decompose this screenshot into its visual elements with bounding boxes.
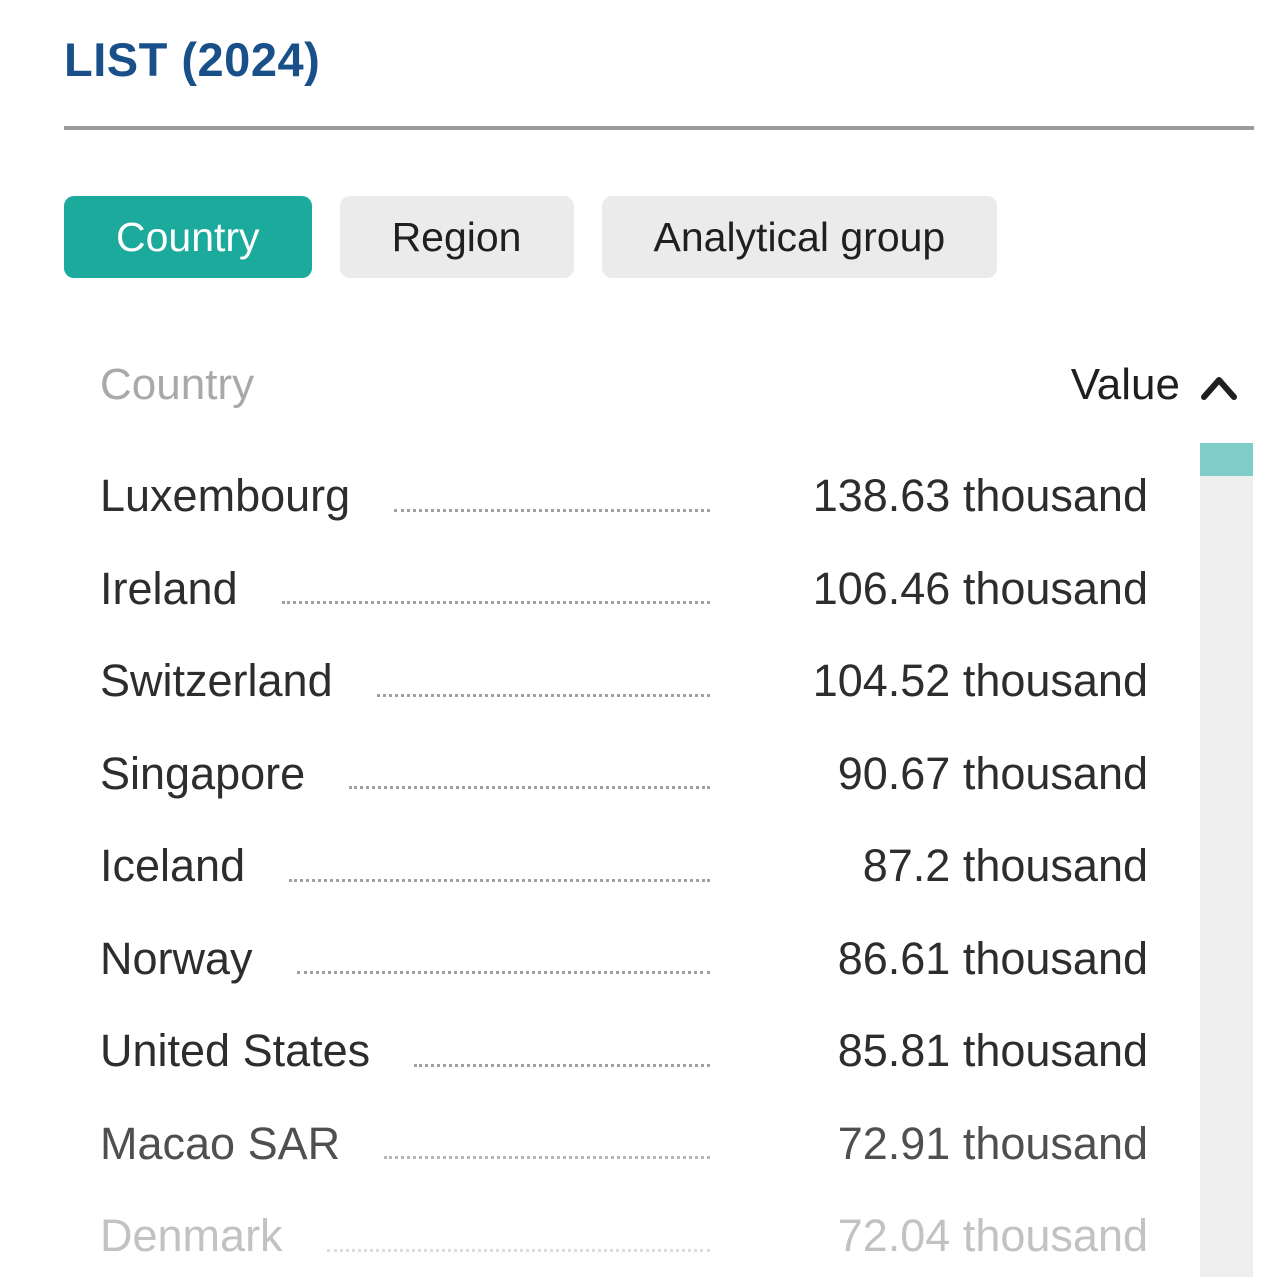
leader-line [326,1248,710,1252]
list-item[interactable]: Denmark 72.04 thousand [100,1190,1148,1283]
list-item[interactable]: Luxembourg 138.63 thousand [100,450,1148,543]
leader-line [296,971,710,975]
list-scrollbar-track[interactable] [1200,443,1253,1277]
page-title: LIST (2024) [64,33,321,86]
tab-country[interactable]: Country [64,196,312,278]
country-value: 90.67 thousand [837,747,1148,799]
country-name: Macao SAR [100,1117,341,1169]
list-header: Country Value [64,358,1254,412]
list-item[interactable]: Norway 86.61 thousand [100,913,1148,1006]
country-name: Singapore [100,747,306,799]
list-item[interactable]: Iceland 87.2 thousand [100,820,1148,913]
country-name: Switzerland [100,655,333,707]
country-name: United States [100,1025,371,1077]
country-value: 87.2 thousand [862,840,1148,892]
country-name: Luxembourg [100,470,351,522]
column-header-country[interactable]: Country [100,360,255,409]
leader-line [281,601,710,605]
scrollbar-thumb[interactable] [1200,443,1253,476]
country-name: Ireland [100,562,238,614]
leader-line [289,878,710,882]
country-value: 138.63 thousand [812,470,1148,522]
country-value: 104.52 thousand [812,655,1148,707]
leader-line [394,508,710,512]
country-value: 86.61 thousand [837,932,1148,984]
list-item[interactable]: Ireland 106.46 thousand [100,543,1148,636]
list-item[interactable]: Macao SAR 72.91 thousand [100,1098,1148,1191]
country-name: Norway [100,932,253,984]
list-item[interactable]: United States 85.81 thousand [100,1005,1148,1098]
tab-group: Country Region Analytical group [64,196,1254,278]
list-item[interactable]: Singapore 90.67 thousand [100,728,1148,821]
country-list: Luxembourg 138.63 thousand Ireland 106.4… [64,450,1254,1283]
column-header-value-label: Value [1070,360,1180,409]
list-item[interactable]: Switzerland 104.52 thousand [100,635,1148,728]
tab-region[interactable]: Region [339,196,574,278]
country-value: 85.81 thousand [837,1025,1148,1077]
country-name: Denmark [100,1210,283,1262]
tab-analytical-group[interactable]: Analytical group [601,196,998,278]
leader-line [384,1156,710,1160]
country-name: Iceland [100,840,246,892]
country-value: 72.04 thousand [837,1210,1148,1262]
country-value: 106.46 thousand [812,562,1148,614]
leader-line [376,693,710,697]
chevron-up-icon [1200,362,1238,412]
country-value: 72.91 thousand [837,1117,1148,1169]
title-divider [64,126,1254,130]
leader-line [349,786,710,790]
leader-line [414,1063,710,1067]
column-header-value[interactable]: Value [1071,358,1238,412]
